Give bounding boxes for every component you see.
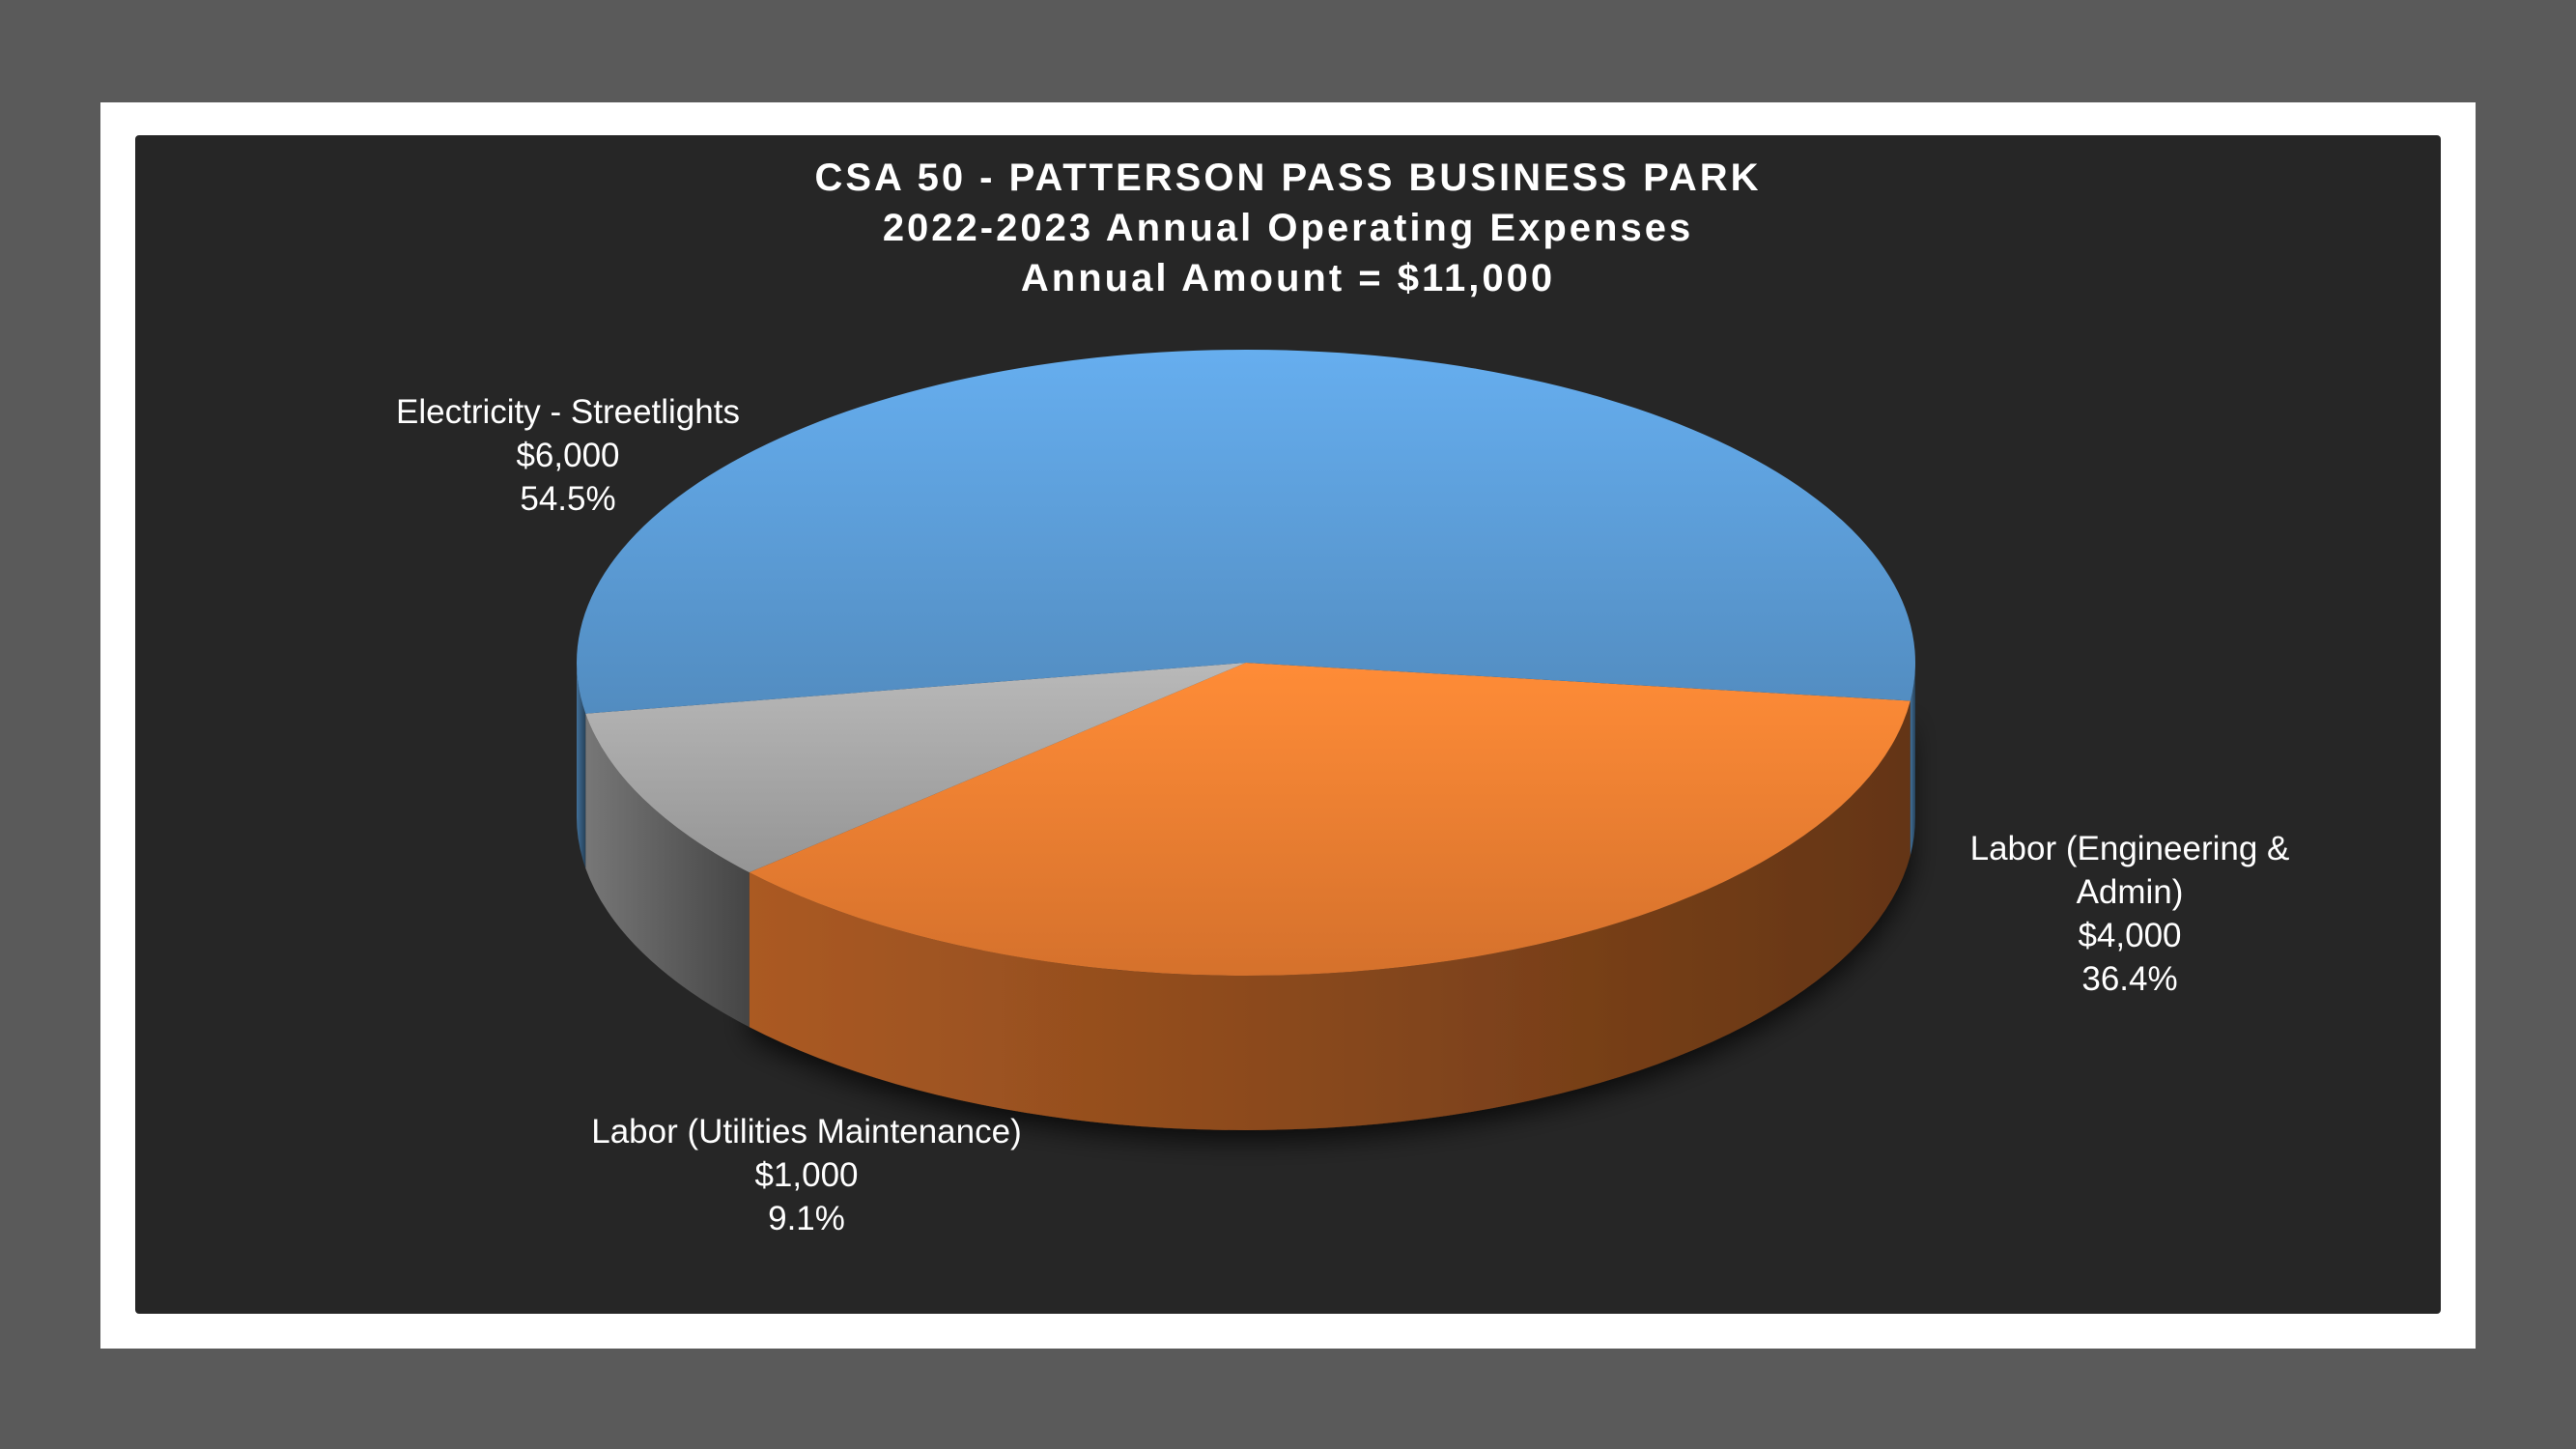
slice-value-1: $1,000 <box>754 1156 858 1194</box>
pie-slice-1 <box>585 663 1246 873</box>
pie-slice-side-2-1 <box>1910 663 1915 856</box>
slice-label-0-line-1: Admin) <box>2077 873 2184 911</box>
pie-slice-0 <box>749 663 1911 976</box>
pie-slice-side-2 <box>577 663 586 868</box>
slice-percent-0: 36.4% <box>2081 960 2177 998</box>
pie-slice-side-0 <box>749 700 1911 1130</box>
slice-percent-2: 54.5% <box>520 480 615 518</box>
slice-value-0: $4,000 <box>2078 917 2181 954</box>
pie-labels-group: Labor (Engineering & Admin) $4,000 36.4% Lab… <box>396 393 2289 1237</box>
slice-label-1: Labor (Utilities Maintenance) <box>591 1113 1021 1151</box>
slice-value-2: $6,000 <box>516 437 619 474</box>
pie-slice-2 <box>577 349 1915 714</box>
pie-top-group <box>577 349 1915 976</box>
chart-title: CSA 50 - PATTERSON PASS BUSINESS PARK 20… <box>135 153 2441 303</box>
pie-side-group <box>577 663 1915 1130</box>
chart-title-line-1: CSA 50 - PATTERSON PASS BUSINESS PARK <box>814 156 1762 199</box>
slice-label-2: Electricity - Streetlights <box>396 393 740 431</box>
slice-percent-1: 9.1% <box>768 1200 845 1237</box>
chart-title-line-3: Annual Amount = $11,000 <box>1020 257 1556 299</box>
pie-slice-side-1 <box>585 713 750 1028</box>
chart-title-line-2: 2022-2023 Annual Operating Expenses <box>882 207 1694 249</box>
slice-label-0-line-0: Labor (Engineering & <box>1970 830 2290 867</box>
